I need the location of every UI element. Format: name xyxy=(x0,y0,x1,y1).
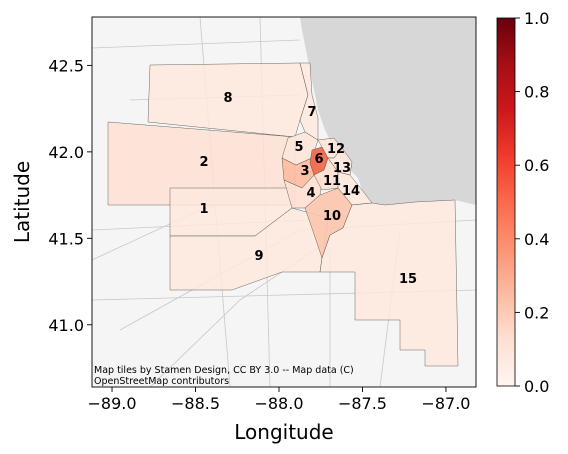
region-label-11: 11 xyxy=(323,174,341,189)
y-axis-label: Latitude xyxy=(10,161,34,243)
region-label-5: 5 xyxy=(294,140,303,155)
y-tick-label: 42.5 xyxy=(48,56,84,75)
axes-frame xyxy=(91,16,477,388)
region-label-12: 12 xyxy=(327,142,345,157)
region-label-1: 1 xyxy=(199,202,208,217)
x-tick-label: −88.0 xyxy=(254,394,303,413)
region-label-7: 7 xyxy=(307,105,316,120)
x-tick-label: −88.5 xyxy=(171,394,220,413)
map-attribution: Map tiles by Stamen Design, CC BY 3.0 --… xyxy=(94,365,354,387)
attribution-line-1: Map tiles by Stamen Design, CC BY 3.0 --… xyxy=(94,365,354,376)
colorbar-tick-label: 0.6 xyxy=(524,156,549,175)
x-tick-label: −87.0 xyxy=(421,394,470,413)
region-label-9: 9 xyxy=(254,249,263,264)
colorbar-tick-label: 0.2 xyxy=(524,303,549,322)
region-label-4: 4 xyxy=(306,186,315,201)
region-label-2: 2 xyxy=(199,155,208,170)
colorbar-tick-label: 0.8 xyxy=(524,83,549,102)
region-15 xyxy=(319,199,459,367)
colorbar: 0.0 0.2 0.4 0.6 0.8 1.0 xyxy=(496,9,549,396)
colorbar-tick-label: 0.0 xyxy=(524,377,549,396)
colorbar-tick-label: 1.0 xyxy=(524,9,549,28)
region-label-14: 14 xyxy=(342,184,360,199)
region-label-15: 15 xyxy=(399,272,417,287)
choropleth-regions xyxy=(107,62,459,367)
region-labels: 1 2 3 4 5 6 7 8 9 10 11 12 13 14 15 xyxy=(199,91,417,287)
map-area: 1 2 3 4 5 6 7 8 9 10 11 12 13 14 15 Map … xyxy=(92,17,476,387)
x-tick-label: −89.0 xyxy=(88,394,137,413)
colorbar-tick-label: 0.4 xyxy=(524,230,549,249)
y-tick-label: 41.5 xyxy=(48,229,84,248)
region-label-10: 10 xyxy=(323,209,341,224)
region-label-13: 13 xyxy=(333,161,351,176)
x-axis-label: Longitude xyxy=(234,420,333,444)
colorbar-ticks: 0.0 0.2 0.4 0.6 0.8 1.0 xyxy=(515,9,549,396)
x-tick-label: −87.5 xyxy=(338,394,387,413)
x-axis-ticks: −89.0 −88.5 −88.0 −87.5 −87.0 xyxy=(88,387,470,413)
region-label-6: 6 xyxy=(314,152,323,167)
y-tick-label: 42.0 xyxy=(48,143,84,162)
colorbar-gradient xyxy=(496,17,516,387)
y-axis-ticks: 41.0 41.5 42.0 42.5 xyxy=(48,56,92,335)
y-tick-label: 41.0 xyxy=(48,316,84,335)
attribution-line-2: OpenStreetMap contributors xyxy=(94,376,229,387)
region-label-3: 3 xyxy=(300,164,309,179)
region-label-8: 8 xyxy=(223,91,232,106)
